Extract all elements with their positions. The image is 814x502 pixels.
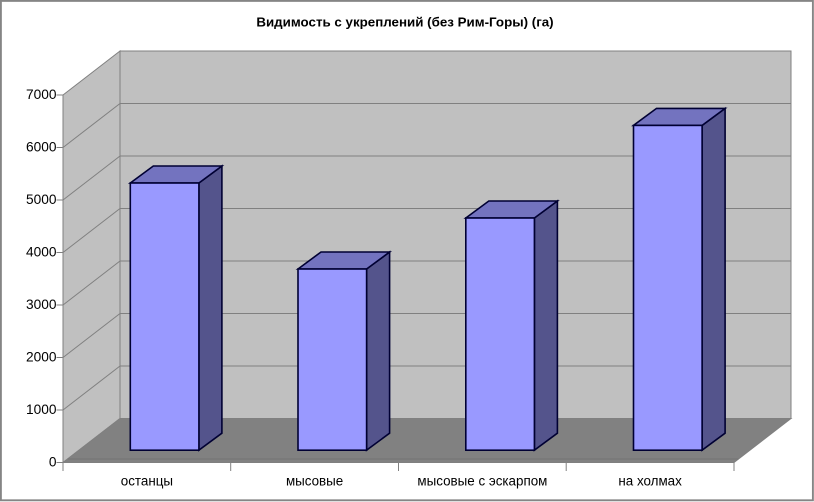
svg-text:мысовые: мысовые (286, 474, 343, 489)
svg-text:0: 0 (49, 455, 57, 470)
svg-text:1000: 1000 (26, 402, 57, 417)
svg-text:мысовые с эскарпом: мысовые с эскарпом (417, 474, 547, 489)
svg-text:останцы: останцы (121, 474, 173, 489)
svg-text:2000: 2000 (26, 350, 57, 365)
svg-text:5000: 5000 (26, 192, 57, 207)
svg-text:Видимость с укреплений (без Ри: Видимость с укреплений (без Рим-Горы) (г… (256, 15, 553, 30)
svg-text:на холмах: на холмах (618, 474, 682, 489)
svg-text:3000: 3000 (26, 297, 57, 312)
svg-text:7000: 7000 (26, 87, 57, 102)
svg-text:4000: 4000 (26, 245, 57, 260)
svg-text:6000: 6000 (26, 140, 57, 155)
